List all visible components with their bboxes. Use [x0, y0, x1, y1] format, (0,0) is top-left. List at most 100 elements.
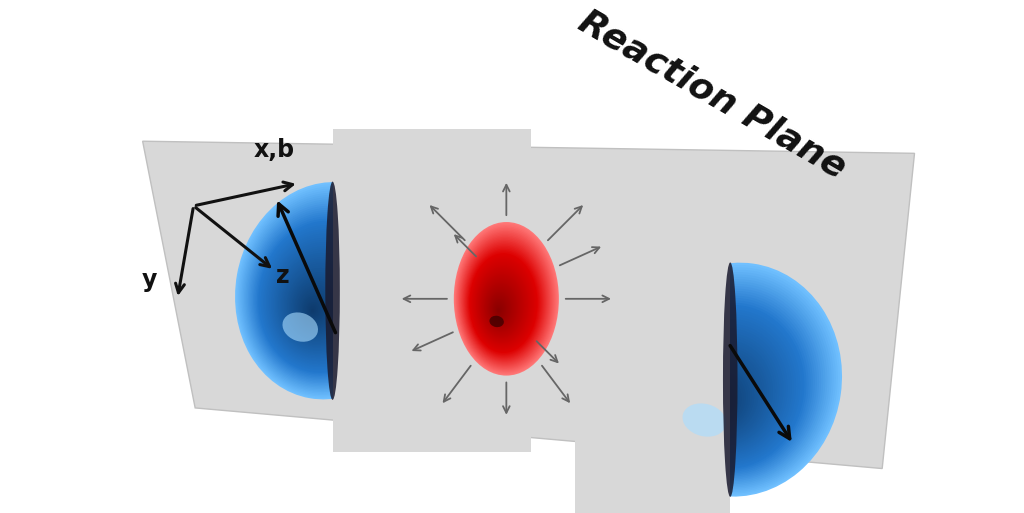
Ellipse shape	[485, 286, 515, 329]
Ellipse shape	[676, 336, 777, 449]
Ellipse shape	[691, 362, 754, 432]
Ellipse shape	[492, 298, 507, 321]
Polygon shape	[333, 129, 530, 452]
Ellipse shape	[648, 291, 817, 478]
Ellipse shape	[689, 359, 757, 433]
Ellipse shape	[283, 262, 354, 345]
Ellipse shape	[478, 271, 525, 340]
Ellipse shape	[287, 268, 349, 341]
Ellipse shape	[484, 283, 517, 331]
Ellipse shape	[707, 387, 731, 415]
Ellipse shape	[284, 264, 352, 343]
Ellipse shape	[301, 291, 329, 324]
Ellipse shape	[688, 357, 759, 435]
Ellipse shape	[670, 326, 785, 455]
Ellipse shape	[486, 287, 514, 328]
Ellipse shape	[461, 235, 550, 366]
Ellipse shape	[253, 212, 396, 379]
Ellipse shape	[278, 253, 361, 351]
Ellipse shape	[259, 223, 387, 371]
Ellipse shape	[695, 368, 748, 427]
Ellipse shape	[264, 231, 380, 365]
Ellipse shape	[658, 307, 802, 467]
Ellipse shape	[466, 247, 542, 357]
Ellipse shape	[254, 214, 394, 377]
Ellipse shape	[680, 343, 771, 444]
Ellipse shape	[326, 182, 340, 400]
Ellipse shape	[465, 244, 544, 360]
Ellipse shape	[496, 306, 502, 314]
Ellipse shape	[662, 312, 798, 464]
Ellipse shape	[299, 289, 331, 326]
Ellipse shape	[469, 252, 539, 354]
Ellipse shape	[684, 350, 765, 440]
Ellipse shape	[497, 308, 501, 313]
Ellipse shape	[469, 253, 538, 353]
Ellipse shape	[289, 272, 345, 338]
Text: Reaction Plane: Reaction Plane	[572, 4, 852, 185]
Ellipse shape	[671, 328, 783, 453]
Ellipse shape	[472, 259, 534, 349]
Ellipse shape	[694, 366, 750, 429]
Ellipse shape	[468, 250, 540, 355]
Ellipse shape	[692, 364, 752, 430]
Ellipse shape	[268, 238, 375, 361]
Ellipse shape	[261, 225, 385, 370]
Polygon shape	[575, 177, 730, 513]
Ellipse shape	[252, 210, 398, 380]
Ellipse shape	[647, 288, 819, 480]
Ellipse shape	[263, 229, 382, 367]
Ellipse shape	[706, 385, 733, 416]
Ellipse shape	[669, 324, 787, 457]
Ellipse shape	[475, 265, 529, 344]
Ellipse shape	[474, 262, 531, 346]
Ellipse shape	[715, 402, 719, 405]
Ellipse shape	[236, 182, 422, 400]
Ellipse shape	[258, 221, 389, 373]
Ellipse shape	[456, 225, 557, 373]
Ellipse shape	[682, 347, 767, 441]
Ellipse shape	[477, 269, 526, 341]
Ellipse shape	[239, 188, 417, 395]
Ellipse shape	[487, 289, 513, 327]
Ellipse shape	[479, 272, 524, 339]
Ellipse shape	[674, 333, 779, 450]
Ellipse shape	[298, 287, 333, 327]
Ellipse shape	[641, 279, 827, 486]
Ellipse shape	[262, 227, 384, 368]
Ellipse shape	[266, 233, 378, 364]
Text: x,b: x,b	[254, 139, 295, 162]
Ellipse shape	[477, 268, 527, 342]
Ellipse shape	[294, 281, 338, 331]
Ellipse shape	[479, 274, 523, 338]
Ellipse shape	[472, 258, 535, 350]
Ellipse shape	[700, 378, 739, 421]
Polygon shape	[142, 141, 914, 468]
Ellipse shape	[702, 380, 737, 419]
Ellipse shape	[459, 231, 553, 369]
Ellipse shape	[237, 184, 420, 398]
Ellipse shape	[292, 277, 342, 334]
Ellipse shape	[458, 229, 554, 370]
Ellipse shape	[471, 256, 536, 351]
Ellipse shape	[474, 264, 530, 345]
Ellipse shape	[459, 232, 552, 368]
Ellipse shape	[657, 305, 805, 469]
Ellipse shape	[487, 290, 512, 326]
Ellipse shape	[489, 293, 510, 324]
Ellipse shape	[310, 307, 316, 314]
Ellipse shape	[645, 286, 821, 481]
Ellipse shape	[678, 340, 773, 446]
Ellipse shape	[685, 352, 763, 438]
Ellipse shape	[296, 283, 336, 330]
Ellipse shape	[467, 249, 541, 356]
Ellipse shape	[462, 239, 548, 364]
Ellipse shape	[286, 266, 351, 342]
Ellipse shape	[703, 383, 735, 418]
Ellipse shape	[654, 300, 809, 472]
Ellipse shape	[243, 195, 411, 390]
Ellipse shape	[238, 186, 419, 397]
Ellipse shape	[710, 392, 727, 411]
Ellipse shape	[482, 279, 520, 334]
Ellipse shape	[494, 302, 505, 318]
